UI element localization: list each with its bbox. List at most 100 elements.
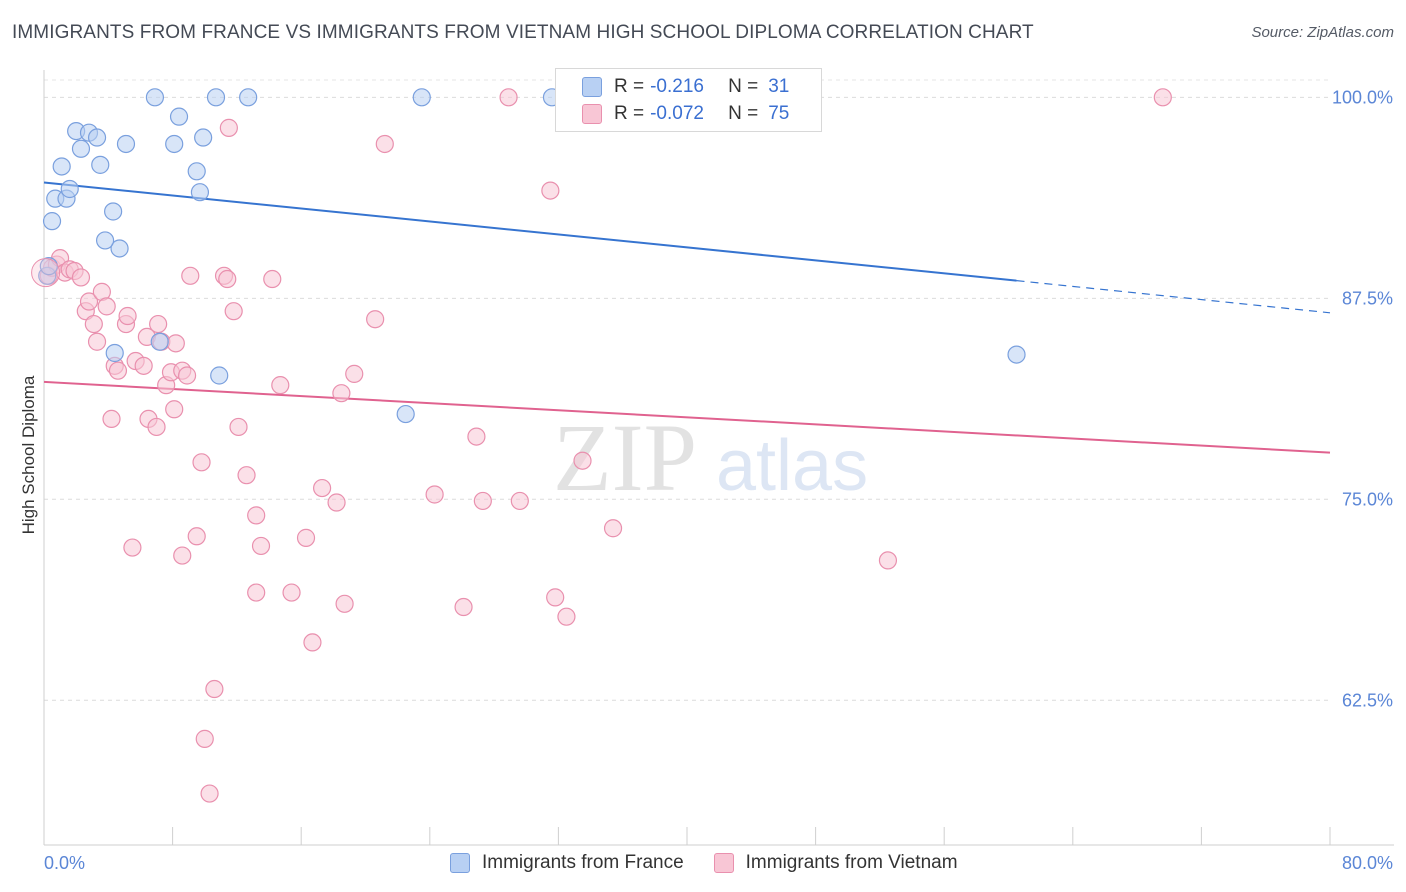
n-label: N = [728, 103, 759, 124]
r-label: R = [614, 103, 645, 124]
vietnam-point [219, 118, 238, 137]
vietnam-legend-label: Immigrants from Vietnam [745, 852, 958, 873]
france-point [187, 162, 206, 181]
france-legend-label: Immigrants from France [482, 852, 684, 873]
vietnam-point [546, 588, 565, 607]
vietnam-point [118, 306, 137, 326]
legend-row-vietnam: R = -0.072 N = 75 [582, 101, 789, 127]
watermark: ZIP atlas [553, 404, 868, 511]
france-point [190, 183, 210, 202]
vietnam-point [166, 334, 185, 353]
france-point [210, 366, 229, 385]
vietnam-point [327, 493, 346, 512]
tick-labels: 62.5% 75.0% 87.5% 100.0% 0.0% 80.0% [44, 87, 1393, 873]
vietnam-point [84, 314, 103, 334]
vietnam-point [237, 466, 256, 485]
series-legend: Immigrants from France Immigrants from V… [450, 852, 988, 874]
vietnam-point [251, 536, 271, 556]
data-points [31, 88, 1172, 803]
france-point [110, 239, 129, 258]
vietnam-point [282, 583, 301, 602]
vietnam-point [335, 594, 354, 613]
vietnam-point [296, 528, 316, 547]
vietnam-point [123, 538, 142, 557]
vietnam-point [1153, 88, 1172, 107]
n-label: N = [728, 76, 759, 97]
vietnam-point [425, 485, 444, 504]
france-point [412, 88, 431, 107]
france-point [42, 212, 62, 231]
vietnam-point [218, 269, 237, 289]
legend-item-vietnam[interactable]: Immigrants from Vietnam [713, 852, 958, 874]
vietnam-point [473, 491, 492, 511]
x-tick-label: 80.0% [1342, 853, 1393, 873]
y-axis-label: High School Diploma [19, 375, 38, 534]
legend-item-france[interactable]: Immigrants from France [450, 852, 684, 874]
france-point [239, 88, 258, 107]
trend-lines [43, 181, 1331, 454]
france-point [60, 179, 79, 199]
vietnam-point [181, 266, 200, 285]
france-point [91, 155, 110, 174]
france-point [104, 202, 123, 221]
vietnam-point [102, 409, 121, 429]
vietnam-point [467, 427, 486, 446]
stats-legend: R = -0.216 N = 31 R = -0.072 N = 75 [555, 68, 822, 132]
france-point [169, 107, 189, 126]
vietnam-trend-line [43, 380, 1331, 454]
source-label: Source: ZipAtlas.com [1251, 24, 1394, 41]
vietnam-point [165, 400, 184, 419]
vietnam-point [71, 268, 91, 287]
france-n-value: 31 [768, 76, 790, 97]
vietnam-point [271, 376, 290, 395]
vietnam-cluster-point [31, 258, 61, 288]
france-r-value: -0.216 [650, 76, 704, 97]
france-point [105, 343, 124, 363]
france-point [95, 231, 115, 250]
france-trend-line [43, 181, 1017, 282]
r-label: R = [614, 76, 645, 97]
legend-row-france: R = -0.216 N = 31 [582, 74, 789, 100]
y-tick-label: 62.5% [1342, 690, 1393, 710]
vietnam-point [541, 181, 560, 200]
grid-lines [44, 79, 1330, 701]
y-tick-label: 87.5% [1342, 288, 1393, 308]
vietnam-point [79, 292, 99, 311]
vietnam-r-value: -0.072 [650, 103, 704, 124]
y-tick-label: 75.0% [1342, 489, 1393, 509]
france-trend-extension [1016, 280, 1331, 314]
vietnam-point [878, 551, 898, 570]
vietnam-point [187, 527, 206, 546]
vietnam-point [332, 384, 351, 403]
vietnam-point [247, 506, 266, 525]
vietnam-point [192, 453, 211, 472]
watermark-atlas: atlas [716, 426, 868, 506]
france-point [39, 257, 58, 276]
france-swatch [582, 77, 602, 97]
vietnam-point [510, 491, 529, 511]
france-legend-swatch [450, 853, 470, 873]
france-point [1007, 345, 1026, 364]
france-point [116, 134, 136, 154]
chart-title: IMMIGRANTS FROM FRANCE VS IMMIGRANTS FRO… [12, 22, 1034, 43]
vietnam-n-value: 75 [768, 103, 790, 124]
vietnam-point [573, 451, 592, 470]
france-point [396, 404, 415, 424]
vietnam-point [499, 88, 518, 107]
france-point [71, 139, 91, 158]
vietnam-point [366, 310, 385, 329]
vietnam-legend-swatch [713, 853, 734, 873]
vietnam-point [603, 519, 623, 538]
france-point [145, 88, 165, 107]
france-point [206, 88, 226, 107]
vietnam-point [134, 356, 153, 375]
france-point [87, 128, 107, 147]
vietnam-point [173, 546, 192, 565]
france-point [52, 157, 71, 176]
vietnam-point [303, 633, 322, 652]
vietnam-point [87, 332, 107, 351]
vietnam-point [375, 134, 394, 154]
vietnam-point [97, 297, 116, 316]
france-point [194, 128, 213, 147]
